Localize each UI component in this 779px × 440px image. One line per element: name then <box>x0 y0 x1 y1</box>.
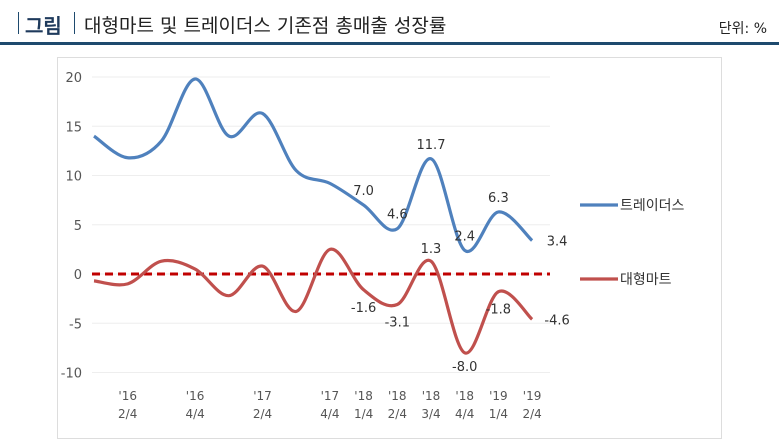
series-line-emart <box>93 247 534 355</box>
legend-label: 대형마트 <box>620 272 672 288</box>
y-tick-label: 5 <box>74 219 82 234</box>
chart-frame <box>57 57 722 439</box>
x-tick-label: 1/4 <box>354 407 373 421</box>
x-tick-label: '19 <box>523 389 542 403</box>
data-label: 4.6 <box>387 208 408 223</box>
divider <box>18 12 19 34</box>
x-tick-label: 1/4 <box>489 407 508 421</box>
y-tick-label: 10 <box>65 170 82 185</box>
data-label: -4.6 <box>544 313 569 328</box>
data-label: -1.6 <box>351 301 376 316</box>
series-line-traders <box>93 77 534 254</box>
x-tick-label: 2/4 <box>118 407 137 421</box>
x-tick-label: 4/4 <box>185 407 204 421</box>
x-tick-label: '18 <box>455 389 474 403</box>
data-label: 6.3 <box>488 191 509 206</box>
data-label: 2.4 <box>454 229 475 244</box>
x-tick-label: '18 <box>388 389 407 403</box>
legend-label: 트레이더스 <box>620 198 685 214</box>
x-tick-label: '18 <box>422 389 441 403</box>
x-tick-label: 3/4 <box>421 407 440 421</box>
data-label: 7.0 <box>353 184 374 199</box>
x-tick-label: 4/4 <box>320 407 339 421</box>
data-label: -3.1 <box>385 316 410 331</box>
x-tick-label: 2/4 <box>253 407 272 421</box>
data-label: 3.4 <box>547 235 568 250</box>
x-tick-label: 2/4 <box>522 407 541 421</box>
x-tick-label: '17 <box>253 389 272 403</box>
y-tick-label: 0 <box>74 268 82 283</box>
figure-tag: 그림 <box>25 14 62 38</box>
data-label: -8.0 <box>452 360 477 375</box>
x-tick-label: '17 <box>321 389 340 403</box>
data-label: -1.8 <box>486 303 511 318</box>
data-label: 1.3 <box>421 242 442 257</box>
y-tick-label: 20 <box>65 71 82 86</box>
y-tick-label: -10 <box>61 367 82 382</box>
x-tick-label: 2/4 <box>388 407 407 421</box>
x-tick-label: '16 <box>186 389 205 403</box>
divider <box>74 12 75 34</box>
x-tick-label: '18 <box>354 389 373 403</box>
y-tick-label: 15 <box>65 120 82 135</box>
y-tick-label: -5 <box>69 317 82 332</box>
x-tick-label: '16 <box>118 389 137 403</box>
figure-title: 대형마트 및 트레이더스 기존점 총매출 성장률 <box>84 15 447 37</box>
unit-label: 단위: % <box>718 21 767 37</box>
x-tick-label: '19 <box>489 389 508 403</box>
figure-header: 그림 대형마트 및 트레이더스 기존점 총매출 성장률 단위: % <box>0 0 779 45</box>
x-tick-label: 4/4 <box>455 407 474 421</box>
data-label: 11.7 <box>417 138 446 153</box>
